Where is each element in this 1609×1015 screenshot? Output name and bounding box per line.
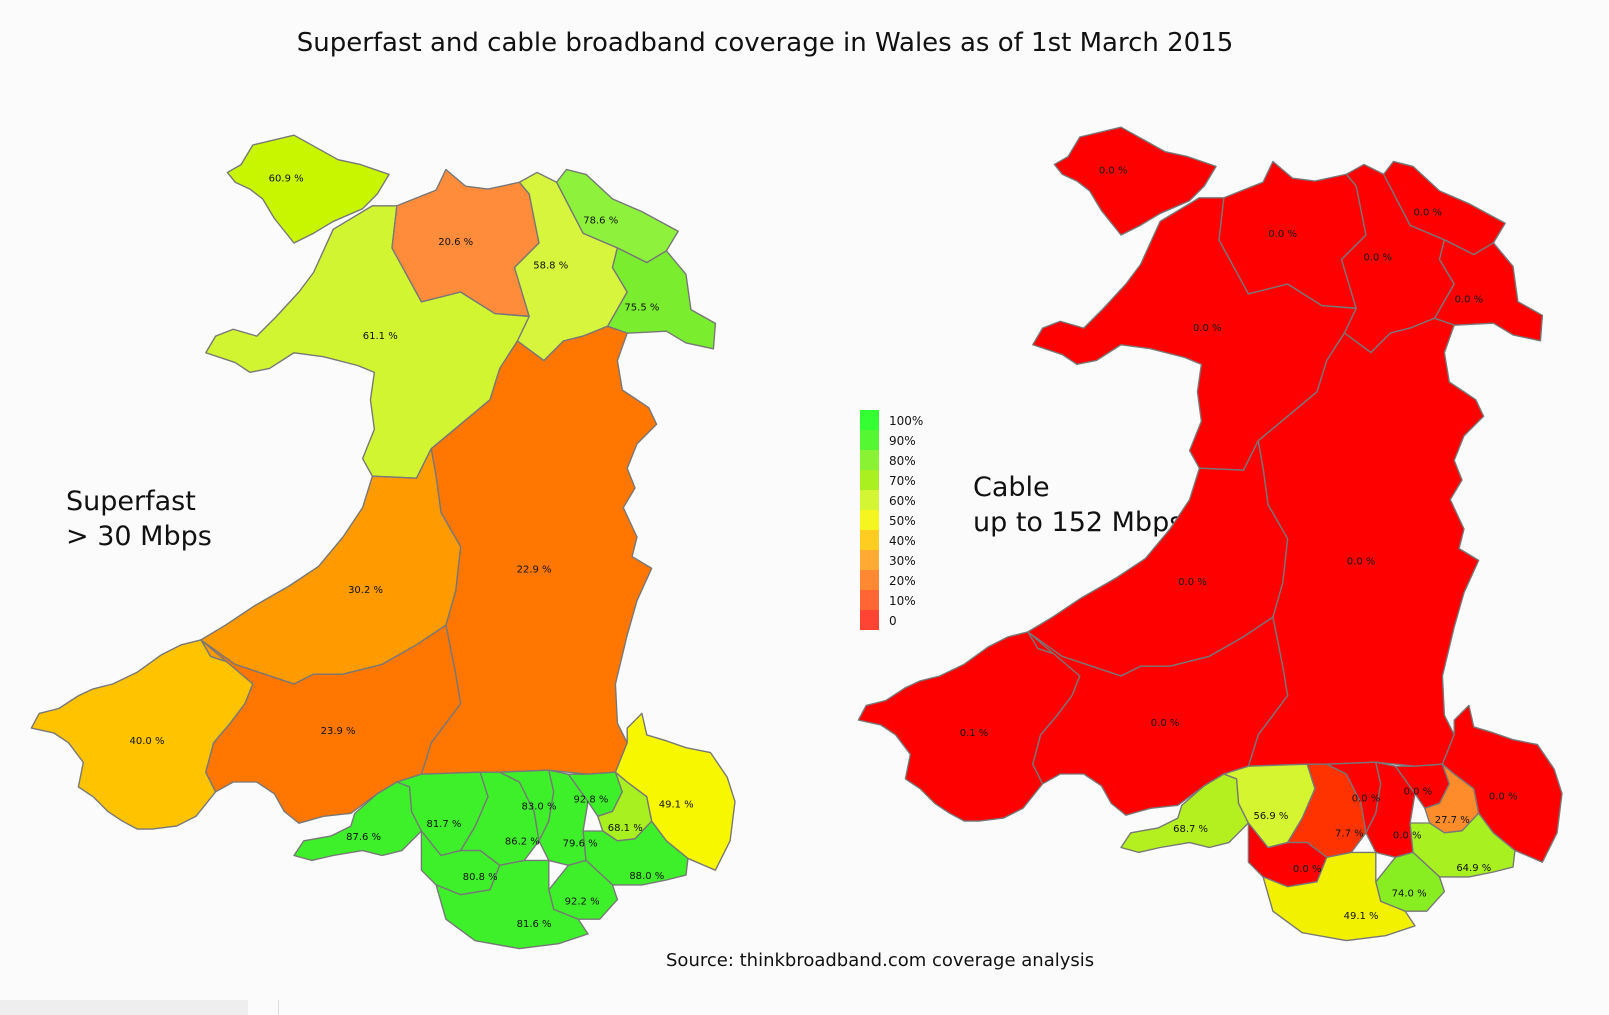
legend-swatch <box>860 450 879 470</box>
cable-label-blaenau: 0.0 % <box>1404 787 1433 798</box>
chart-title: Superfast and cable broadband coverage i… <box>296 28 1234 58</box>
legend-swatch <box>860 410 879 430</box>
cable-label-conwy: 0.0 % <box>1268 229 1297 240</box>
cable-label-wrexham: 0.0 % <box>1455 295 1484 306</box>
superfast-label-torfaen: 68.1 % <box>608 823 643 834</box>
superfast-label-neath: 81.7 % <box>426 819 461 830</box>
legend-swatch <box>860 430 879 450</box>
cable-label-vale: 49.1 % <box>1344 911 1379 922</box>
superfast-label-anglesey: 60.9 % <box>269 173 304 184</box>
superfast-region-pembrokeshire <box>30 639 254 830</box>
superfast-region-flintshire <box>555 168 679 264</box>
superfast-label-wrexham: 75.5 % <box>624 303 659 314</box>
legend-swatch <box>860 550 879 570</box>
cable-map-label: Cable up to 152 Mbps <box>973 472 1184 538</box>
superfast-label-gwynedd: 61.1 % <box>363 331 398 342</box>
legend-label: 30% <box>889 554 916 568</box>
cable-region-monmouthshire <box>1441 704 1563 863</box>
cable-label-bridgend: 0.0 % <box>1293 864 1322 875</box>
cable-label-denbighshire: 0.0 % <box>1363 252 1392 263</box>
cable-label-merthyr: 0.0 % <box>1352 793 1381 804</box>
superfast-region-wrexham <box>606 247 717 350</box>
cable-label-flintshire: 0.0 % <box>1413 207 1442 218</box>
superfast-region-monmouthshire <box>614 712 736 871</box>
superfast-label-denbighshire: 58.8 % <box>533 260 568 271</box>
superfast-label-vale: 81.6 % <box>517 919 552 930</box>
cable-label-powys: 0.0 % <box>1347 556 1376 567</box>
superfast-label-powys: 22.9 % <box>517 564 552 575</box>
cable-region-wrexham <box>1433 239 1544 342</box>
cable-label-rhondda: 7.7 % <box>1335 829 1364 840</box>
superfast-label-flintshire: 78.6 % <box>583 215 618 226</box>
cable-region-anglesey <box>1053 126 1217 236</box>
legend-swatch <box>860 530 879 550</box>
cable-label-neath: 56.9 % <box>1253 811 1288 822</box>
colour-legend: 100% 90% 80% 70% 60% 50% 40% 30% 20% 10% 0 <box>860 410 923 630</box>
legend-label: 40% <box>889 534 916 548</box>
cable-region-flintshire <box>1382 160 1506 256</box>
cable-label-cardiff: 74.0 % <box>1392 889 1427 900</box>
legend-swatch <box>860 490 879 510</box>
superfast-label-swansea: 87.6 % <box>346 832 381 843</box>
legend-label: 80% <box>889 454 916 468</box>
legend-label: 60% <box>889 494 916 508</box>
superfast-label-pembrokeshire: 40.0 % <box>130 736 165 747</box>
bottom-strip <box>0 1000 248 1015</box>
legend-label: 70% <box>889 474 916 488</box>
legend-label: 0 <box>889 614 897 628</box>
cable-map: 0.0 % 0.0 % 0.0 % 0.0 % 0.0 % 0.0 % 0.0 % 0.0 %… <box>857 126 1563 942</box>
cable-label-monmouthshire: 0.0 % <box>1489 791 1518 802</box>
cable-region-pembrokeshire <box>857 631 1081 822</box>
superfast-label-rhondda: 86.2 % <box>505 837 540 848</box>
cable-label-caerphilly: 0.0 % <box>1393 831 1422 842</box>
cable-label-swansea: 68.7 % <box>1173 824 1208 835</box>
legend-label: 100% <box>889 414 923 428</box>
superfast-region-anglesey <box>226 134 390 244</box>
legend-swatch <box>860 590 879 610</box>
superfast-label-bridgend: 80.8 % <box>463 872 498 883</box>
cable-region-vale <box>1262 851 1416 942</box>
cable-label-gwynedd: 0.0 % <box>1193 323 1222 334</box>
legend-swatch <box>860 610 879 630</box>
cable-label-carmarthenshire: 0.0 % <box>1151 718 1180 729</box>
legend-label: 50% <box>889 514 916 528</box>
cable-label-anglesey: 0.0 % <box>1099 165 1128 176</box>
superfast-label-merthyr: 83.0 % <box>522 801 557 812</box>
cable-label-newport: 64.9 % <box>1456 863 1491 874</box>
legend-label: 90% <box>889 434 916 448</box>
source-note: Source: thinkbroadband.com coverage anal… <box>666 950 1095 971</box>
legend-label: 20% <box>889 574 916 588</box>
superfast-label-ceredigion: 30.2 % <box>348 585 383 596</box>
superfast-label-carmarthenshire: 23.9 % <box>321 726 356 737</box>
legend-swatch <box>860 570 879 590</box>
superfast-label-caerphilly: 79.6 % <box>563 839 598 850</box>
superfast-label-newport: 88.0 % <box>629 871 664 882</box>
superfast-label-blaenau: 92.8 % <box>573 795 608 806</box>
cable-label-torfaen: 27.7 % <box>1435 815 1470 826</box>
superfast-label-monmouthshire: 49.1 % <box>659 799 694 810</box>
legend-swatch <box>860 510 879 530</box>
legend-swatch <box>860 470 879 490</box>
superfast-label-conwy: 20.6 % <box>438 237 473 248</box>
superfast-region-vale <box>435 859 589 950</box>
superfast-label-cardiff: 92.2 % <box>565 897 600 908</box>
superfast-map-label: Superfast > 30 Mbps <box>66 486 212 552</box>
bottom-divider <box>278 1000 279 1015</box>
superfast-map: 60.9 % 61.1 % 20.6 % 58.8 % 78.6 % 75.5 % 22.9… <box>30 134 736 950</box>
legend-label: 10% <box>889 594 916 608</box>
cable-label-pembrokeshire: 0.1 % <box>960 728 989 739</box>
cable-label-ceredigion: 0.0 % <box>1178 577 1207 588</box>
